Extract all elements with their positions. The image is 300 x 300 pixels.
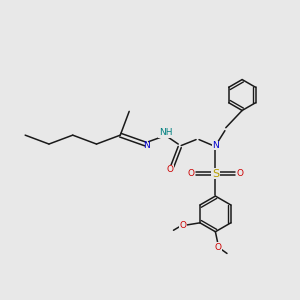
Text: O: O <box>215 243 222 252</box>
Text: O: O <box>179 221 187 230</box>
Text: O: O <box>187 169 194 178</box>
Text: O: O <box>237 169 244 178</box>
Text: O: O <box>167 165 173 174</box>
Text: S: S <box>212 169 219 179</box>
Text: N: N <box>143 141 149 150</box>
Text: NH: NH <box>159 128 172 137</box>
Text: N: N <box>212 141 219 150</box>
